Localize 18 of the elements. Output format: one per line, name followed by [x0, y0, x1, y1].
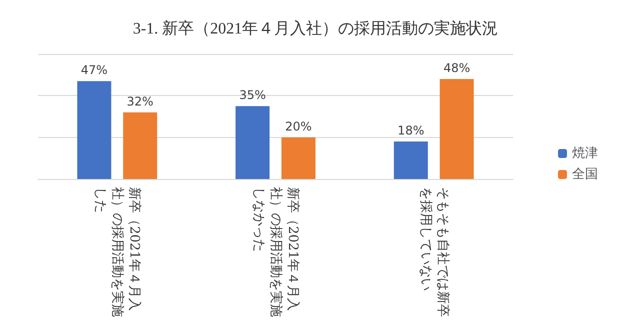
bar: [77, 81, 112, 179]
x-tick-label: 新卒（2021年４月入社）の採用活動を実施しなかった: [251, 187, 300, 317]
x-tick-label: 新卒（2021年４月入社）の採用活動を実施した: [92, 187, 142, 317]
data-label: 32%: [126, 94, 154, 108]
data-label: 20%: [285, 119, 312, 134]
data-label: 48%: [443, 61, 470, 75]
bar: [281, 137, 316, 179]
bar: [123, 112, 158, 179]
bar: [394, 142, 428, 179]
bar: [440, 79, 474, 179]
data-label: 35%: [239, 88, 266, 102]
x-tick-label: そもそも自社では新卒を採用していない: [418, 187, 450, 317]
bar: [236, 106, 270, 179]
data-label: 47%: [80, 63, 108, 78]
chart-title: 3-1. 新卒（2021年４月入社）の採用活動の実施状況: [132, 20, 498, 38]
data-label: 18%: [398, 124, 424, 138]
legend-label: 焼津: [572, 146, 598, 161]
legend-label: 全国: [572, 167, 598, 182]
